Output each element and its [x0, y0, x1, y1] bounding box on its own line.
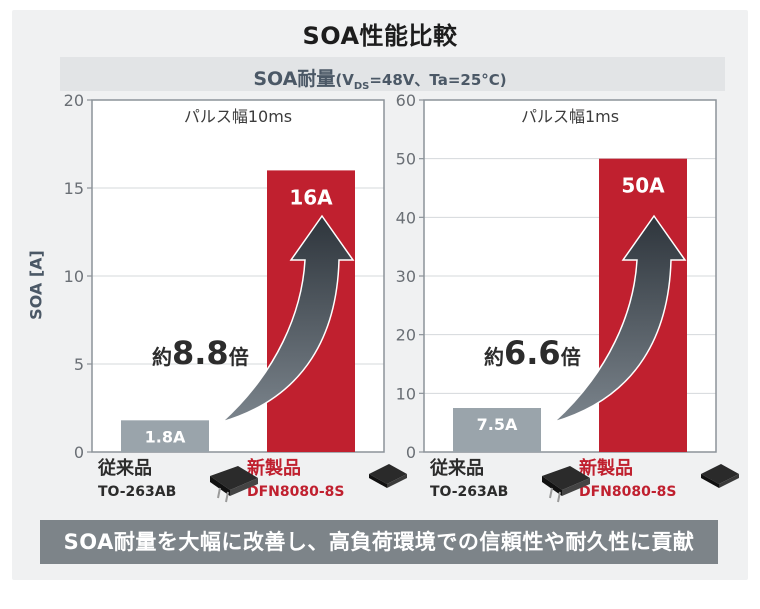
value-label-new: 16A [289, 185, 333, 209]
y-tick-label: 20 [396, 326, 416, 345]
y-tick-label: 20 [64, 91, 84, 110]
product-package-new: DFN8080-8S [579, 484, 677, 500]
y-tick-label: 10 [396, 384, 416, 403]
plot-frame [91, 99, 385, 453]
panel-label: パルス幅10ms [184, 107, 292, 126]
product-package-conventional: TO-263AB [430, 484, 508, 500]
y-tick-label: 30 [396, 267, 416, 286]
y-tick-label: 0 [74, 443, 84, 462]
y-tick-label: 15 [64, 179, 84, 198]
ratio-label: 約6.6倍 [484, 334, 581, 372]
to263-package-icon [542, 466, 590, 503]
chart-subtitle: SOA耐量(VDS=48V、Ta=25°C) [0, 64, 760, 92]
product-name-conventional: 従来品 [97, 457, 152, 479]
y-tick-label: 50 [396, 150, 416, 169]
product-package-new: DFN8080-8S [247, 484, 345, 500]
subtitle-condition: (VDS=48V、Ta=25°C) [335, 71, 507, 92]
value-label-conventional: 1.8A [145, 427, 186, 446]
ratio-label: 約8.8倍 [152, 334, 249, 372]
bar-conventional [121, 420, 209, 452]
y-tick-label: 0 [406, 443, 416, 462]
subtitle-main: SOA耐量 [253, 68, 336, 90]
y-tick-label: 40 [396, 208, 416, 227]
dfn-package-icon [701, 464, 739, 488]
plot-frame [423, 99, 717, 453]
value-label-new: 50A [621, 174, 665, 198]
increase-arrow [553, 214, 687, 423]
dfn-package-icon [369, 464, 407, 488]
product-name-new: 新製品 [579, 457, 633, 479]
y-tick-label: 10 [64, 267, 84, 286]
product-package-conventional: TO-263AB [98, 484, 176, 500]
summary-banner: SOA耐量を大幅に改善し、高負荷環境での信頼性や耐久性に貢献 [40, 520, 718, 564]
chart-title: SOA性能比較 [302, 22, 458, 50]
subtitle-band [60, 57, 725, 91]
y-tick-label: 5 [74, 355, 84, 374]
bar-conventional [453, 408, 541, 452]
value-label-conventional: 7.5A [477, 415, 518, 434]
product-name-new: 新製品 [247, 457, 301, 479]
product-name-conventional: 従来品 [429, 457, 484, 479]
y-tick-label: 60 [396, 91, 416, 110]
increase-arrow [221, 214, 355, 423]
to263-package-icon [210, 466, 258, 503]
panel-label: パルス幅1ms [521, 107, 619, 126]
